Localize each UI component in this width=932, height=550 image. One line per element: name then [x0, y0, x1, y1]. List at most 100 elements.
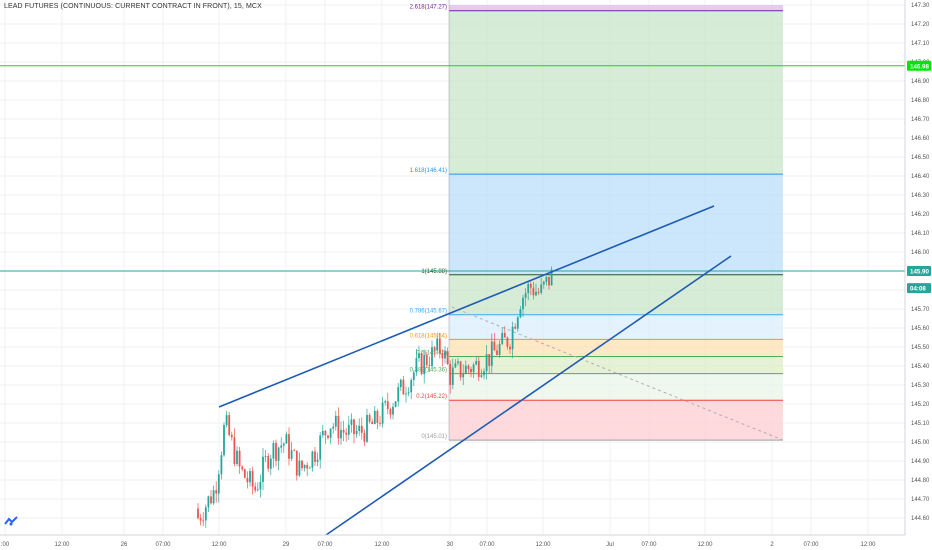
price-tick-label: 146.70	[911, 117, 930, 123]
price-tick-label: 147.10	[911, 41, 930, 47]
candle	[355, 431, 358, 435]
candle	[425, 355, 428, 365]
candle	[527, 284, 530, 294]
candle	[516, 317, 519, 329]
time-tick-label: 07:00	[317, 542, 333, 548]
candle	[545, 276, 548, 282]
candle	[462, 373, 465, 378]
candle	[306, 464, 309, 469]
fib-level-label: 1.618(146.41)	[410, 168, 447, 174]
candle	[277, 447, 280, 461]
candle	[498, 343, 501, 355]
time-tick-label: :00	[1, 542, 10, 548]
price-tick-label: 146.00	[911, 250, 930, 256]
upper-trendline[interactable]	[218, 205, 715, 408]
candle	[464, 365, 467, 374]
candle	[223, 425, 225, 456]
last-price-label-bg	[907, 266, 931, 276]
price-axis[interactable]: 147.30147.20147.10147.00146.90146.80146.…	[904, 0, 932, 550]
candle	[233, 437, 236, 464]
candle	[446, 351, 449, 365]
price-tick-label: 145.10	[911, 421, 930, 427]
candle	[397, 387, 400, 402]
candle	[405, 393, 407, 395]
candle	[438, 338, 441, 354]
green-line-price-label: 146.98	[910, 63, 929, 70]
candle	[428, 364, 431, 367]
candle	[470, 368, 472, 373]
candle	[225, 415, 228, 426]
candle	[264, 456, 267, 457]
candle	[475, 360, 478, 365]
candle	[199, 518, 202, 521]
candle	[197, 508, 199, 519]
candlesticks	[197, 266, 553, 528]
time-tick-label: 12:00	[211, 542, 227, 548]
price-tick-label: 145.30	[911, 383, 930, 389]
time-axis-bg	[0, 535, 905, 550]
candle	[433, 347, 436, 351]
time-tick-label: 30	[447, 542, 454, 548]
candle	[412, 372, 415, 381]
fib-zone	[449, 373, 783, 401]
candle	[488, 354, 491, 366]
candle	[228, 415, 231, 436]
candle	[509, 346, 511, 350]
last-price-label: 145.90	[910, 269, 929, 276]
candle	[342, 429, 345, 433]
candle	[444, 351, 446, 359]
candle	[376, 410, 379, 423]
candle	[314, 451, 316, 462]
candle	[269, 458, 272, 469]
time-tick-label: 12:00	[374, 542, 390, 548]
fib-level-label: 0.382(145.36)	[410, 368, 447, 374]
time-tick-label: 07:00	[479, 542, 495, 548]
time-tick-label: 12:00	[535, 542, 551, 548]
candle	[519, 309, 522, 318]
candle	[251, 471, 254, 487]
candle	[496, 350, 498, 355]
candle	[467, 365, 470, 369]
bar-countdown-label: 04:08	[910, 286, 926, 293]
candle	[340, 429, 342, 439]
candle	[275, 443, 277, 461]
candle	[345, 432, 348, 435]
candle	[441, 353, 444, 359]
trendlines[interactable]	[218, 205, 732, 536]
candle	[532, 287, 535, 296]
candle	[259, 481, 262, 490]
candle	[267, 456, 270, 469]
price-tick-label: 145.70	[911, 307, 930, 313]
candle	[358, 425, 361, 432]
time-axis[interactable]: :00 12:00 26 07:00 12:00 29 07:00 12:00 30 07:00 1…	[0, 534, 905, 550]
candle	[436, 338, 439, 351]
candle	[282, 443, 285, 446]
candle	[246, 477, 249, 483]
candle	[308, 467, 311, 469]
bar-countdown-label-bg	[907, 283, 931, 294]
horizontal-lines[interactable]	[0, 65, 905, 272]
candle	[451, 367, 454, 385]
fib-level-label: 0.618(145.54)	[410, 333, 447, 339]
fib-zone	[449, 339, 783, 357]
candle	[529, 284, 532, 288]
candle	[293, 450, 296, 452]
lower-trendline[interactable]	[325, 255, 732, 536]
candle	[392, 406, 394, 415]
fib-zone	[449, 174, 783, 275]
candle	[542, 281, 545, 285]
candle	[321, 430, 324, 436]
time-tick-label: 07:00	[155, 542, 171, 548]
candle	[548, 276, 550, 286]
fib-level-label: 2.618(147.27)	[410, 5, 447, 11]
candle	[493, 341, 496, 351]
fib-zone	[449, 400, 783, 441]
fib-level-label: 0.2(145.22)	[416, 394, 447, 400]
candle	[238, 450, 241, 467]
tradingview-logo-icon[interactable]	[4, 516, 18, 526]
candle	[368, 415, 371, 422]
fib-level-label: 1(145.88)	[421, 269, 447, 275]
candle	[384, 401, 387, 403]
price-tick-label: 147.30	[911, 3, 930, 9]
